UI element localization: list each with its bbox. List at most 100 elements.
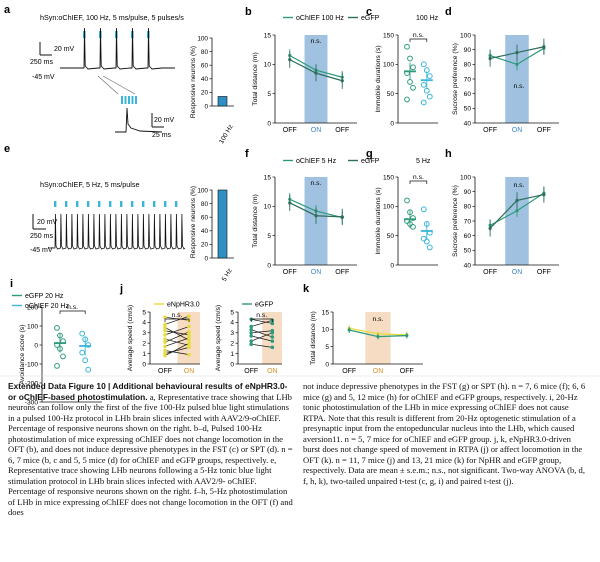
data-point bbox=[410, 223, 416, 230]
data-point bbox=[410, 215, 416, 221]
baseline-label-a: -45 mV bbox=[32, 74, 55, 81]
chart-b: 0 5 10 15 Total distance (m) b n.s. OFF ON OFF oCh… bbox=[245, 6, 380, 134]
significance-label: n.s. bbox=[172, 312, 183, 319]
y-tick-label: 40 bbox=[464, 262, 472, 269]
paired-line bbox=[164, 347, 190, 354]
y-tick-label: 100 bbox=[383, 204, 394, 211]
y-tick-label: 0 bbox=[204, 255, 208, 262]
data-point bbox=[347, 328, 351, 332]
x-tick-label: ON bbox=[373, 368, 384, 375]
data-point bbox=[270, 321, 275, 326]
y-tick-label: 200 bbox=[27, 304, 38, 311]
data-point bbox=[187, 314, 191, 318]
legend-label: oChIEF 100 Hz bbox=[296, 15, 344, 22]
data-point bbox=[163, 340, 167, 344]
data-point bbox=[407, 55, 413, 62]
caption-left-text: a, Representative trace showing that LHb… bbox=[8, 391, 293, 518]
x-tick-label: OFF bbox=[158, 368, 172, 375]
panel-a: a hSyn:oChIEF, 100 Hz, 5 ms/pulse, 5 pul… bbox=[4, 4, 235, 145]
light-pulse bbox=[131, 201, 134, 207]
data-point bbox=[187, 345, 191, 350]
significance-bracket bbox=[59, 310, 86, 314]
inset-trace-a bbox=[115, 107, 163, 133]
data-point bbox=[420, 235, 427, 242]
scale-t-label-e: 250 ms bbox=[30, 233, 53, 240]
y-axis-label: Sucrose preference (%) bbox=[452, 43, 459, 115]
data-point bbox=[340, 79, 344, 83]
data-point bbox=[163, 333, 167, 337]
chart-k: 0 5 10 15 Total distance (m) k n.s. OFF ON OFF bbox=[303, 283, 423, 375]
significance-bracket bbox=[250, 318, 273, 322]
x-tick-label: OFF bbox=[283, 127, 297, 134]
y-tick-label: 100 bbox=[197, 187, 208, 194]
data-point bbox=[85, 366, 92, 373]
y-tick-label: 50 bbox=[464, 106, 472, 113]
y-axis-label: Sucrose preference (%) bbox=[452, 185, 459, 257]
data-point bbox=[542, 45, 546, 49]
data-point bbox=[515, 51, 519, 55]
data-point bbox=[249, 331, 253, 335]
significance-label: n.s. bbox=[256, 312, 267, 319]
x-tick-label: OFF bbox=[400, 368, 414, 375]
y-tick-label: 1 bbox=[142, 351, 146, 358]
chart-f: 0 5 10 15 Total distance (m) f n.s. OFF ON OFF oCh… bbox=[245, 148, 380, 276]
paired-line bbox=[164, 350, 190, 355]
x-tick-label: ON bbox=[184, 368, 195, 375]
y-tick-label: -300 bbox=[25, 399, 39, 406]
y-tick-label: 5 bbox=[230, 309, 234, 316]
data-point bbox=[163, 348, 167, 353]
data-point bbox=[187, 333, 191, 337]
y-tick-label: 70 bbox=[464, 218, 472, 225]
light-pulse bbox=[54, 201, 57, 207]
caption-title: Extended Data Figure 10 | Additional beh… bbox=[8, 381, 288, 402]
y-tick-label: 0 bbox=[142, 361, 146, 368]
data-point bbox=[270, 335, 275, 339]
ylabel-a-bar: Responsive neurons (%) bbox=[190, 46, 197, 118]
significance-bracket bbox=[409, 38, 428, 42]
y-tick-label: 40 bbox=[464, 120, 472, 127]
data-point bbox=[187, 338, 191, 342]
x-tick-label: OFF bbox=[335, 269, 349, 276]
y-tick-label: 10 bbox=[264, 62, 272, 69]
light-pulses-e bbox=[54, 201, 178, 207]
y-tick-label: 0 bbox=[267, 262, 271, 269]
x-tick-label: OFF bbox=[335, 127, 349, 134]
y-tick-label: 50 bbox=[387, 233, 395, 240]
data-point bbox=[187, 329, 191, 334]
y-tick-label: 5 bbox=[325, 344, 329, 351]
y-tick-label: 90 bbox=[464, 189, 472, 196]
panel-letter-a: a bbox=[4, 4, 11, 16]
y-tick-label: 60 bbox=[201, 215, 209, 222]
data-point bbox=[270, 339, 275, 343]
legend-label: 100 Hz bbox=[416, 15, 439, 22]
y-axis-label: Average speed (cm/s) bbox=[215, 305, 222, 371]
paired-line bbox=[164, 330, 190, 336]
y-tick-label: 0 bbox=[390, 262, 394, 269]
legend-label: 5 Hz bbox=[416, 158, 431, 165]
data-point bbox=[163, 337, 167, 341]
y-tick-label: 5 bbox=[267, 91, 271, 98]
data-point bbox=[340, 215, 344, 219]
y-tick-label: 60 bbox=[464, 91, 472, 98]
scale-v-label-e: 20 mV bbox=[37, 219, 58, 226]
data-point bbox=[407, 79, 413, 85]
x-tick-label: OFF bbox=[483, 269, 497, 276]
light-pulse bbox=[175, 201, 178, 207]
y-tick-label: 5 bbox=[142, 309, 146, 316]
y-tick-label: 70 bbox=[464, 76, 472, 83]
y-tick-label: 80 bbox=[201, 201, 209, 208]
data-point bbox=[426, 93, 433, 100]
data-point bbox=[187, 341, 191, 346]
y-tick-label: 60 bbox=[201, 63, 209, 70]
data-point bbox=[79, 349, 86, 356]
data-point bbox=[426, 73, 433, 79]
legend-label: oChIEF 20 Hz bbox=[25, 303, 69, 310]
y-tick-label: 50 bbox=[464, 248, 472, 255]
light-pulse bbox=[98, 201, 101, 207]
y-axis-label: Avoidance score (s) bbox=[19, 325, 26, 385]
x-tick-label: ON bbox=[311, 127, 322, 134]
y-tick-label: 0 bbox=[204, 103, 208, 110]
data-point bbox=[420, 61, 427, 68]
